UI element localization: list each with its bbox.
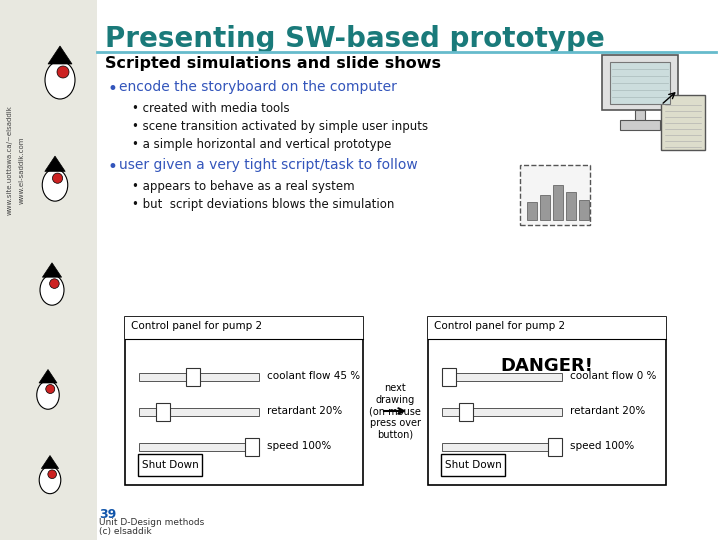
- Text: next
drawing
(on mouse
press over
button): next drawing (on mouse press over button…: [369, 383, 421, 440]
- Bar: [566, 192, 576, 220]
- Polygon shape: [39, 369, 57, 383]
- Bar: [186, 368, 200, 386]
- Text: coolant flow 0 %: coolant flow 0 %: [570, 371, 657, 381]
- Text: coolant flow 45 %: coolant flow 45 %: [267, 371, 360, 381]
- Bar: [520, 165, 590, 225]
- Ellipse shape: [45, 61, 75, 99]
- Text: DANGER!: DANGER!: [500, 357, 593, 375]
- Bar: [125, 317, 363, 485]
- Ellipse shape: [42, 169, 68, 201]
- Text: •: •: [107, 158, 117, 176]
- Bar: [459, 403, 473, 421]
- Polygon shape: [41, 456, 58, 469]
- Text: Shut Down: Shut Down: [445, 460, 501, 470]
- Text: 39: 39: [99, 508, 117, 521]
- Circle shape: [57, 66, 69, 78]
- Text: Presenting SW-based prototype: Presenting SW-based prototype: [105, 25, 605, 53]
- Bar: [602, 55, 678, 110]
- Bar: [139, 443, 259, 451]
- Text: www.el-saddik.com: www.el-saddik.com: [19, 136, 25, 204]
- Text: encode the storyboard on the computer: encode the storyboard on the computer: [120, 80, 397, 94]
- Bar: [540, 195, 550, 220]
- Text: user given a very tight script/task to follow: user given a very tight script/task to f…: [120, 158, 418, 172]
- Bar: [139, 373, 259, 381]
- Bar: [635, 110, 645, 122]
- Bar: [553, 185, 563, 220]
- Bar: [620, 120, 660, 130]
- Text: •: •: [107, 80, 117, 98]
- Bar: [661, 95, 705, 150]
- Circle shape: [48, 470, 56, 478]
- Bar: [245, 438, 259, 456]
- Bar: [428, 317, 666, 339]
- Bar: [0, 0, 97, 540]
- Bar: [442, 368, 456, 386]
- Text: Control panel for pump 2: Control panel for pump 2: [434, 321, 565, 331]
- Bar: [156, 403, 170, 421]
- Text: (c) elsaddik: (c) elsaddik: [99, 527, 152, 536]
- Bar: [442, 408, 562, 416]
- Bar: [610, 62, 670, 104]
- Text: • scene transition activated by simple user inputs: • scene transition activated by simple u…: [132, 120, 428, 133]
- Text: Control panel for pump 2: Control panel for pump 2: [131, 321, 262, 331]
- Bar: [97, 0, 720, 540]
- Text: Unit D-Design methods: Unit D-Design methods: [99, 518, 204, 527]
- Bar: [548, 438, 562, 456]
- Circle shape: [50, 279, 59, 288]
- Bar: [442, 443, 562, 451]
- Ellipse shape: [39, 467, 60, 494]
- FancyBboxPatch shape: [138, 454, 202, 476]
- Text: • but  script deviations blows the simulation: • but script deviations blows the simula…: [132, 198, 395, 211]
- Text: Scripted simulations and slide shows: Scripted simulations and slide shows: [105, 56, 441, 71]
- Text: speed 100%: speed 100%: [267, 441, 331, 451]
- Polygon shape: [48, 46, 72, 64]
- Polygon shape: [42, 263, 62, 277]
- Bar: [139, 408, 259, 416]
- FancyBboxPatch shape: [441, 454, 505, 476]
- Bar: [579, 200, 589, 220]
- Ellipse shape: [40, 275, 64, 305]
- Bar: [442, 373, 562, 381]
- Bar: [527, 202, 537, 220]
- Polygon shape: [45, 156, 66, 171]
- Bar: [125, 317, 363, 339]
- Text: speed 100%: speed 100%: [570, 441, 634, 451]
- Text: retardant 20%: retardant 20%: [267, 406, 342, 416]
- Text: • a simple horizontal and vertical prototype: • a simple horizontal and vertical proto…: [132, 138, 392, 151]
- Circle shape: [53, 173, 63, 183]
- Ellipse shape: [37, 381, 59, 409]
- Text: Shut Down: Shut Down: [142, 460, 199, 470]
- Bar: [428, 317, 666, 485]
- Circle shape: [46, 384, 55, 394]
- Text: • appears to behave as a real system: • appears to behave as a real system: [132, 180, 355, 193]
- Text: retardant 20%: retardant 20%: [570, 406, 645, 416]
- Text: www.site.uottawa.ca/~elsaddik: www.site.uottawa.ca/~elsaddik: [7, 105, 13, 215]
- Text: • created with media tools: • created with media tools: [132, 102, 290, 115]
